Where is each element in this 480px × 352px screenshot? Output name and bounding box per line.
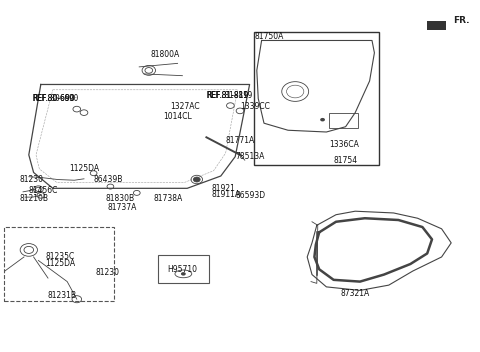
Text: REF.80-690: REF.80-690 (33, 94, 79, 103)
Text: 86439B: 86439B (94, 175, 123, 184)
Text: REF.81-819: REF.81-819 (206, 90, 252, 100)
Text: 78513A: 78513A (235, 152, 264, 161)
Text: 1339CC: 1339CC (240, 102, 270, 111)
Text: 81235C: 81235C (46, 252, 75, 262)
Text: 81911A: 81911A (211, 190, 240, 199)
Text: 81230: 81230 (19, 175, 43, 184)
Circle shape (181, 272, 186, 276)
Text: FR.: FR. (454, 16, 470, 25)
Text: 86593D: 86593D (235, 191, 265, 200)
Circle shape (193, 177, 200, 182)
Text: 81210B: 81210B (19, 194, 48, 203)
Text: 81456C: 81456C (29, 186, 58, 195)
Bar (158, 255, 209, 283)
Text: 81231B: 81231B (48, 291, 77, 300)
Text: REF.80-690: REF.80-690 (33, 94, 75, 103)
Circle shape (320, 118, 325, 121)
Text: 1327AC: 1327AC (170, 102, 200, 111)
Bar (329, 113, 358, 128)
Text: 1336CA: 1336CA (329, 140, 359, 149)
Text: H95710: H95710 (168, 265, 197, 274)
Text: REF.81-819: REF.81-819 (206, 90, 249, 100)
Text: 87321A: 87321A (341, 289, 370, 298)
Text: 81754: 81754 (334, 156, 358, 165)
Text: 81830B: 81830B (106, 194, 135, 203)
Polygon shape (427, 21, 446, 30)
Text: 81800A: 81800A (151, 50, 180, 59)
Text: 81771A: 81771A (226, 136, 255, 145)
Text: 81921: 81921 (211, 184, 235, 193)
Text: REF.80-690: REF.80-690 (33, 94, 75, 103)
Bar (254, 32, 379, 165)
Text: 81738A: 81738A (154, 194, 183, 203)
Text: 81230: 81230 (96, 268, 120, 277)
Text: 1125DA: 1125DA (70, 164, 100, 174)
Text: 81750A: 81750A (254, 32, 284, 42)
Text: 1014CL: 1014CL (163, 112, 192, 121)
Text: 81737A: 81737A (108, 203, 137, 212)
Bar (4, 227, 114, 301)
Text: REF.81-819: REF.81-819 (206, 90, 249, 100)
Text: 1125DA: 1125DA (46, 259, 76, 268)
